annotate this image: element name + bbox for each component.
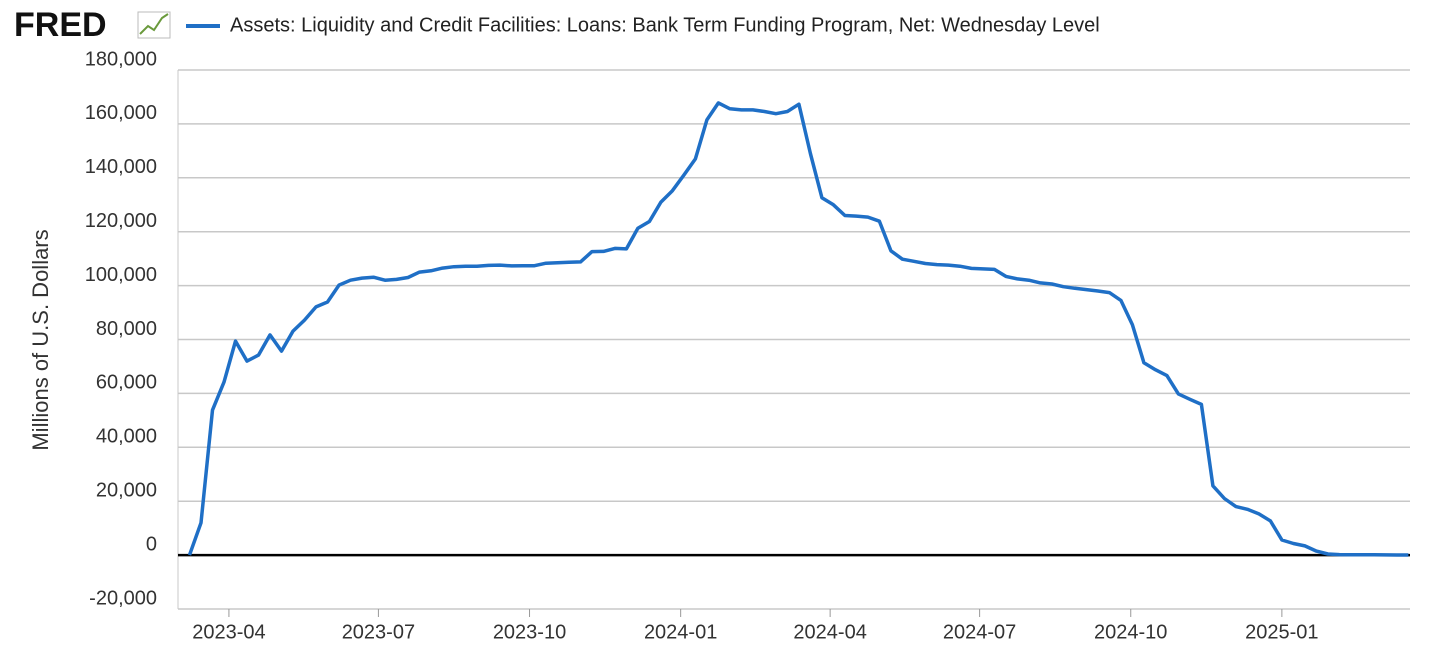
y-tick-label: 180,000 (85, 48, 157, 70)
x-tick-label: 2024-01 (644, 621, 717, 643)
y-axis-label: Millions of U.S. Dollars (28, 229, 53, 450)
y-tick-label: 40,000 (96, 426, 157, 448)
y-tick-label: 20,000 (96, 479, 157, 501)
x-tick-label: 2025-01 (1245, 621, 1318, 643)
y-tick-label: 80,000 (96, 318, 157, 340)
y-tick-label: 120,000 (85, 210, 157, 232)
logo-icon (137, 11, 171, 39)
x-tick-label: 2023-04 (192, 621, 265, 643)
x-tick-label: 2024-10 (1094, 621, 1167, 643)
x-tick-label: 2023-07 (342, 621, 415, 643)
legend-label: Assets: Liquidity and Credit Facilities:… (230, 14, 1100, 36)
y-tick-label: 0 (146, 533, 157, 555)
y-tick-label: -20,000 (89, 587, 157, 609)
series-line (187, 101, 1409, 557)
logo: FRED (14, 6, 107, 44)
x-tick-label: 2024-07 (943, 621, 1016, 643)
y-tick-label: 100,000 (85, 264, 157, 286)
x-tick-label: 2024-04 (793, 621, 866, 643)
y-tick-label: 60,000 (96, 372, 157, 394)
y-tick-label: 160,000 (85, 102, 157, 124)
y-tick-label: 140,000 (85, 156, 157, 178)
x-tick-label: 2023-10 (493, 621, 566, 643)
